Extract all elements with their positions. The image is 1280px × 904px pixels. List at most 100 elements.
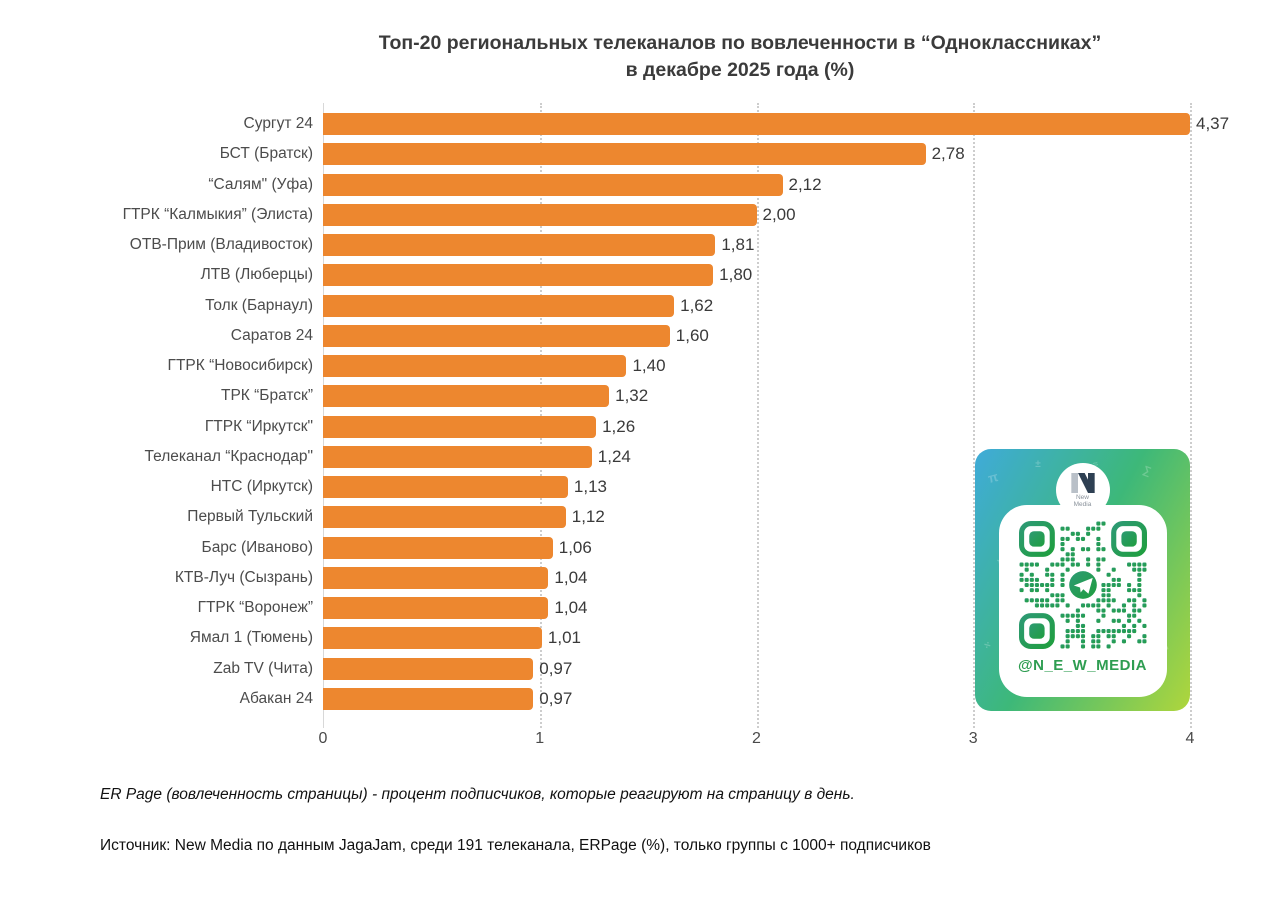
- category-label: Zab TV (Чита): [213, 659, 313, 677]
- bar: [323, 113, 1190, 136]
- brand-text: New Media: [1074, 494, 1092, 508]
- category-label: ЛТВ (Люберцы): [200, 266, 313, 284]
- bars-area: Сургут 24 4,37 БСТ (Братск) 2,78 “Салям" (Уф…: [60, 109, 1229, 714]
- bar-track: 0,97: [323, 684, 1190, 714]
- value-label: 1,24: [597, 446, 631, 466]
- gridline: [1190, 103, 1192, 728]
- bar-track: 0,97: [323, 654, 1190, 684]
- bar: [323, 597, 549, 620]
- bar-row: НТС (Иркутск) 1,13: [60, 472, 1190, 502]
- x-tick-label: 2: [752, 730, 761, 747]
- qr-panel: @N_E_W_MEDIA: [998, 505, 1167, 697]
- bar-track: 1,06: [323, 533, 1190, 563]
- bar-track: 2,00: [323, 200, 1190, 230]
- category-label: ГТРК “Калмыкия” (Элиста): [122, 205, 313, 223]
- category-label: Сургут 24: [243, 115, 313, 133]
- category-label: НТС (Иркутск): [210, 478, 313, 496]
- value-label: 1,80: [719, 265, 753, 285]
- qr-badge-card: π∑√∞÷∆∫θ±≈ New Media @N_E_W_MEDIA: [975, 449, 1190, 711]
- bar-row: Саратов 24 1,60: [60, 321, 1190, 351]
- bar-row: Ямал 1 (Тюмень) 1,01: [60, 623, 1190, 653]
- bar-row: ОТВ-Прим (Владивосток) 1,81: [60, 230, 1190, 260]
- category-label: Саратов 24: [230, 326, 313, 344]
- x-tick-label: 1: [535, 730, 545, 747]
- plot-area: Сургут 24 4,37 БСТ (Братск) 2,78 “Салям" (Уф…: [60, 103, 1229, 728]
- bar-row: ГТРК “Иркутск" 1,26: [60, 412, 1190, 442]
- bar-track: 1,81: [323, 230, 1190, 260]
- value-label: 1,04: [554, 567, 588, 587]
- gridline: [973, 103, 976, 728]
- bar-track: 1,60: [323, 321, 1190, 351]
- bar-row: ТРК “Братск” 1,32: [60, 381, 1190, 411]
- value-label: 0,97: [539, 658, 573, 678]
- category-label: ТРК “Братск”: [221, 387, 313, 405]
- value-label: 1,32: [615, 386, 649, 406]
- bar: [323, 657, 534, 680]
- n-logo-icon: [1070, 472, 1095, 493]
- bar-row: Сургут 24 4,37: [60, 109, 1229, 139]
- category-label: Первый Тульский: [187, 508, 313, 526]
- x-tick-label: 4: [1185, 730, 1195, 747]
- brand-line1: New: [1075, 493, 1089, 501]
- bar: [323, 506, 566, 529]
- bar-row: Первый Тульский 1,12: [60, 502, 1190, 532]
- category-label: КТВ-Луч (Сызрань): [174, 568, 313, 586]
- doodle-glyph: ±: [1035, 459, 1041, 471]
- value-label: 1,06: [558, 537, 592, 557]
- value-label: 1,01: [547, 628, 581, 648]
- bar: [323, 536, 553, 559]
- bar-track: 4,37: [323, 109, 1229, 139]
- bar-track: 2,78: [323, 139, 1190, 169]
- bar-track: 1,24: [323, 442, 1190, 472]
- value-label: 2,12: [788, 174, 822, 194]
- value-label: 1,13: [573, 477, 608, 497]
- bar-row: Телеканал “Краснодар" 1,24: [60, 442, 1190, 472]
- value-label: 0,97: [539, 688, 573, 708]
- qr-code: [1018, 521, 1147, 649]
- gridline: [756, 103, 759, 728]
- bar-row: ГТРК “Новосибирск) 1,40: [60, 351, 1190, 381]
- category-label: Толк (Барнаул): [205, 296, 313, 314]
- category-label: БСТ (Братск): [219, 145, 313, 163]
- bar-track: 1,12: [323, 502, 1190, 532]
- category-label: ГТРК “Новосибирск): [167, 357, 313, 375]
- value-label: 4,37: [1196, 114, 1230, 134]
- doodle-glyph: π: [986, 468, 1000, 486]
- value-label: 1,40: [632, 356, 666, 376]
- doodle-glyph: ÷: [981, 637, 992, 653]
- chart-title-line1: Топ-20 региональных телеканалов по вовле…: [378, 32, 1102, 54]
- bar-track: 1,04: [323, 563, 1190, 593]
- bar: [323, 324, 670, 347]
- bar-row: Абакан 24 0,97: [60, 684, 1190, 714]
- source-note: Источник: New Media по данным JagaJam, с…: [100, 837, 931, 854]
- bar: [323, 234, 716, 257]
- bar: [323, 415, 597, 438]
- value-label: 2,00: [762, 204, 796, 224]
- bar: [323, 566, 549, 589]
- gridlines: [323, 103, 1192, 728]
- x-tick-label: 0: [318, 730, 328, 747]
- bar: [323, 294, 675, 317]
- bar-row: Zab TV (Чита) 0,97: [60, 654, 1190, 684]
- bar-track: 2,12: [323, 170, 1190, 200]
- bar-row: Толк (Барнаул) 1,62: [60, 291, 1190, 321]
- x-axis-ticks: 0 1 2 3 4: [319, 730, 1195, 752]
- category-label: Абакан 24: [239, 689, 313, 707]
- bar-row: БСТ (Братск) 2,78: [60, 139, 1190, 169]
- bar: [323, 445, 592, 468]
- value-label: 1,26: [602, 416, 636, 436]
- gridline: [539, 103, 542, 728]
- bar: [323, 627, 542, 650]
- bar-track: 1,01: [323, 623, 1190, 653]
- value-label: 1,60: [675, 325, 709, 345]
- category-label: ГТРК “Воронеж”: [197, 599, 313, 617]
- bar-track: 1,32: [323, 381, 1190, 411]
- bar-row: “Салям" (Уфа) 2,12: [60, 170, 1190, 200]
- bar: [323, 264, 714, 287]
- category-label: “Салям" (Уфа): [208, 175, 313, 193]
- value-label: 1,62: [680, 295, 714, 315]
- bar: [323, 143, 926, 166]
- bar-row: ГТРК “Воронеж” 1,04: [60, 593, 1190, 623]
- bar: [323, 687, 534, 710]
- value-label: 2,78: [931, 144, 965, 164]
